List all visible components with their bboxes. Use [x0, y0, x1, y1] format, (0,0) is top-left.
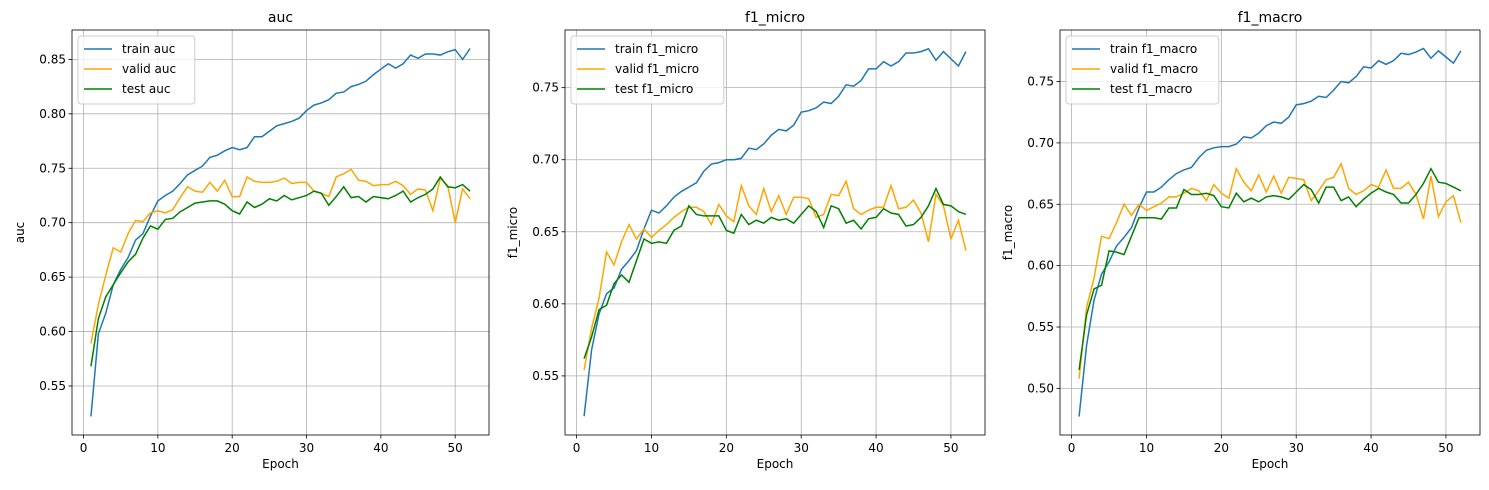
y-tick-label: 0.70 [39, 216, 66, 230]
x-axis-label: Epoch [262, 457, 299, 471]
x-tick-label: 10 [644, 441, 659, 455]
y-tick-label: 0.60 [532, 297, 559, 311]
legend-label: valid auc [122, 62, 176, 76]
line-series [583, 47, 967, 417]
legend-label: test f1_macro [1110, 82, 1192, 96]
legend-box [570, 35, 725, 105]
x-tick-label: 30 [1289, 441, 1304, 455]
y-tick-label: 0.55 [1027, 320, 1054, 334]
x-tick-label: 0 [80, 441, 88, 455]
y-axis-label: auc [13, 222, 27, 244]
x-tick-label: 50 [1438, 441, 1453, 455]
x-tick-label: 40 [868, 441, 883, 455]
y-tick-label: 0.70 [1027, 136, 1054, 150]
axes-frame [1059, 29, 1481, 436]
x-tick-label: 40 [373, 441, 388, 455]
legend-label: valid f1_micro [615, 62, 699, 76]
x-tick-label: 30 [794, 441, 809, 455]
y-axis-label: f1_macro [1001, 205, 1015, 261]
legend-label: train f1_micro [615, 42, 698, 56]
x-tick-label: 10 [150, 441, 165, 455]
legend: train auc valid auc test auc [77, 35, 196, 105]
y-tick-label: 0.55 [532, 369, 559, 383]
y-tick-label: 0.65 [1027, 197, 1054, 211]
y-tick-label: 0.85 [39, 52, 66, 66]
y-tick-label: 0.60 [39, 325, 66, 339]
y-tick-label: 0.65 [532, 225, 559, 239]
axes-frame [71, 29, 490, 436]
y-tick-label: 0.75 [532, 81, 559, 95]
y-axis-label: f1_micro [506, 207, 520, 259]
x-axis-label: Epoch [757, 457, 794, 471]
y-tick-label: 0.55 [39, 379, 66, 393]
chart-title: f1_micro [745, 10, 805, 26]
x-tick-label: 20 [1214, 441, 1229, 455]
line-series [90, 168, 471, 344]
x-tick-label: 50 [943, 441, 958, 455]
line-series [1078, 161, 1462, 379]
x-tick-label: 0 [573, 441, 581, 455]
y-tick-label: 0.75 [39, 161, 66, 175]
legend-box [1065, 35, 1220, 105]
x-tick-label: 40 [1363, 441, 1378, 455]
y-tick-label: 0.70 [532, 153, 559, 167]
legend-box [77, 35, 196, 105]
legend-label: test f1_micro [615, 82, 693, 96]
x-tick-label: 20 [225, 441, 240, 455]
axes-frame [564, 29, 986, 436]
line-series [583, 179, 967, 371]
line-series [1078, 167, 1462, 371]
chart-title: auc [268, 10, 293, 26]
line-series [583, 186, 967, 359]
legend-label: train f1_macro [1110, 42, 1197, 56]
x-tick-label: 30 [299, 441, 314, 455]
y-tick-label: 0.75 [1027, 75, 1054, 89]
line-series [90, 48, 471, 417]
y-tick-label: 0.80 [39, 107, 66, 121]
y-tick-label: 0.65 [39, 270, 66, 284]
chart-title: f1_macro [1238, 10, 1303, 26]
x-axis-label: Epoch [1252, 457, 1289, 471]
y-tick-label: 0.60 [1027, 259, 1054, 273]
line-series [90, 175, 471, 367]
x-tick-label: 0 [1068, 441, 1076, 455]
y-tick-label: 0.50 [1027, 381, 1054, 395]
x-tick-label: 20 [719, 441, 734, 455]
legend-label: test auc [122, 82, 170, 96]
x-tick-label: 10 [1139, 441, 1154, 455]
legend-label: valid f1_macro [1110, 62, 1198, 76]
x-tick-label: 50 [448, 441, 463, 455]
legend-label: train auc [122, 42, 175, 56]
line-series [1078, 47, 1462, 417]
